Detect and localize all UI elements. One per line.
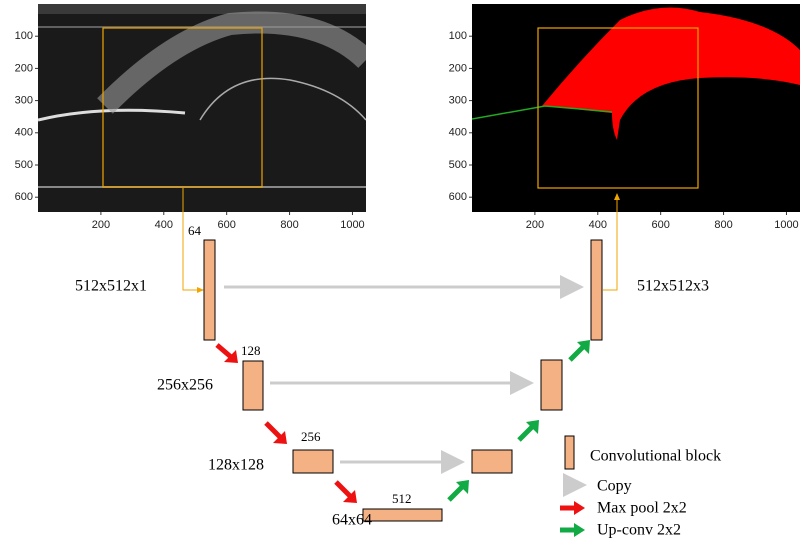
size-label: 512x512x3 [637, 278, 709, 295]
channels-label: 512 [392, 491, 412, 506]
y-tick-label: 400 [449, 127, 467, 139]
legend-label: Copy [597, 478, 632, 495]
channels-label: 256 [301, 429, 321, 444]
y-tick-label: 500 [15, 159, 33, 171]
size-label: 128x128 [208, 457, 264, 474]
y-tick-label: 600 [15, 191, 33, 203]
size-label: 256x256 [157, 377, 213, 394]
size-label: 512x512x1 [75, 278, 147, 295]
x-tick-label: 600 [217, 219, 235, 231]
legend-label: Convolutional block [590, 448, 721, 465]
unet-figure: 64 512x512x1 512x512x3 128 256x256 256 1… [0, 0, 804, 546]
x-tick-label: 800 [714, 219, 732, 231]
x-tick-label: 1000 [340, 219, 364, 231]
x-tick-label: 600 [651, 219, 669, 231]
legend-label: Max pool 2x2 [597, 500, 687, 517]
x-tick-label: 800 [280, 219, 298, 231]
y-tick-label: 600 [449, 191, 467, 203]
copy-arrows [224, 287, 581, 485]
x-tick-label: 200 [526, 219, 544, 231]
channels-label: 128 [241, 343, 261, 358]
pool-arrows [217, 340, 590, 537]
y-tick-label: 200 [15, 62, 33, 74]
y-tick-label: 300 [449, 95, 467, 107]
legend-label: Up-conv 2x2 [597, 522, 681, 539]
size-label: 64x64 [332, 512, 372, 529]
conv-blocks [204, 240, 602, 521]
x-tick-label: 1000 [774, 219, 798, 231]
x-tick-label: 400 [589, 219, 607, 231]
y-tick-label: 400 [15, 127, 33, 139]
oct-image [38, 4, 366, 212]
x-tick-label: 400 [155, 219, 173, 231]
x-tick-label: 200 [92, 219, 110, 231]
y-tick-label: 100 [15, 30, 33, 42]
mask-image [472, 4, 800, 212]
y-tick-label: 200 [449, 62, 467, 74]
y-tick-label: 500 [449, 159, 467, 171]
y-tick-label: 300 [15, 95, 33, 107]
y-tick-label: 100 [449, 30, 467, 42]
channels-label: 64 [188, 223, 202, 238]
